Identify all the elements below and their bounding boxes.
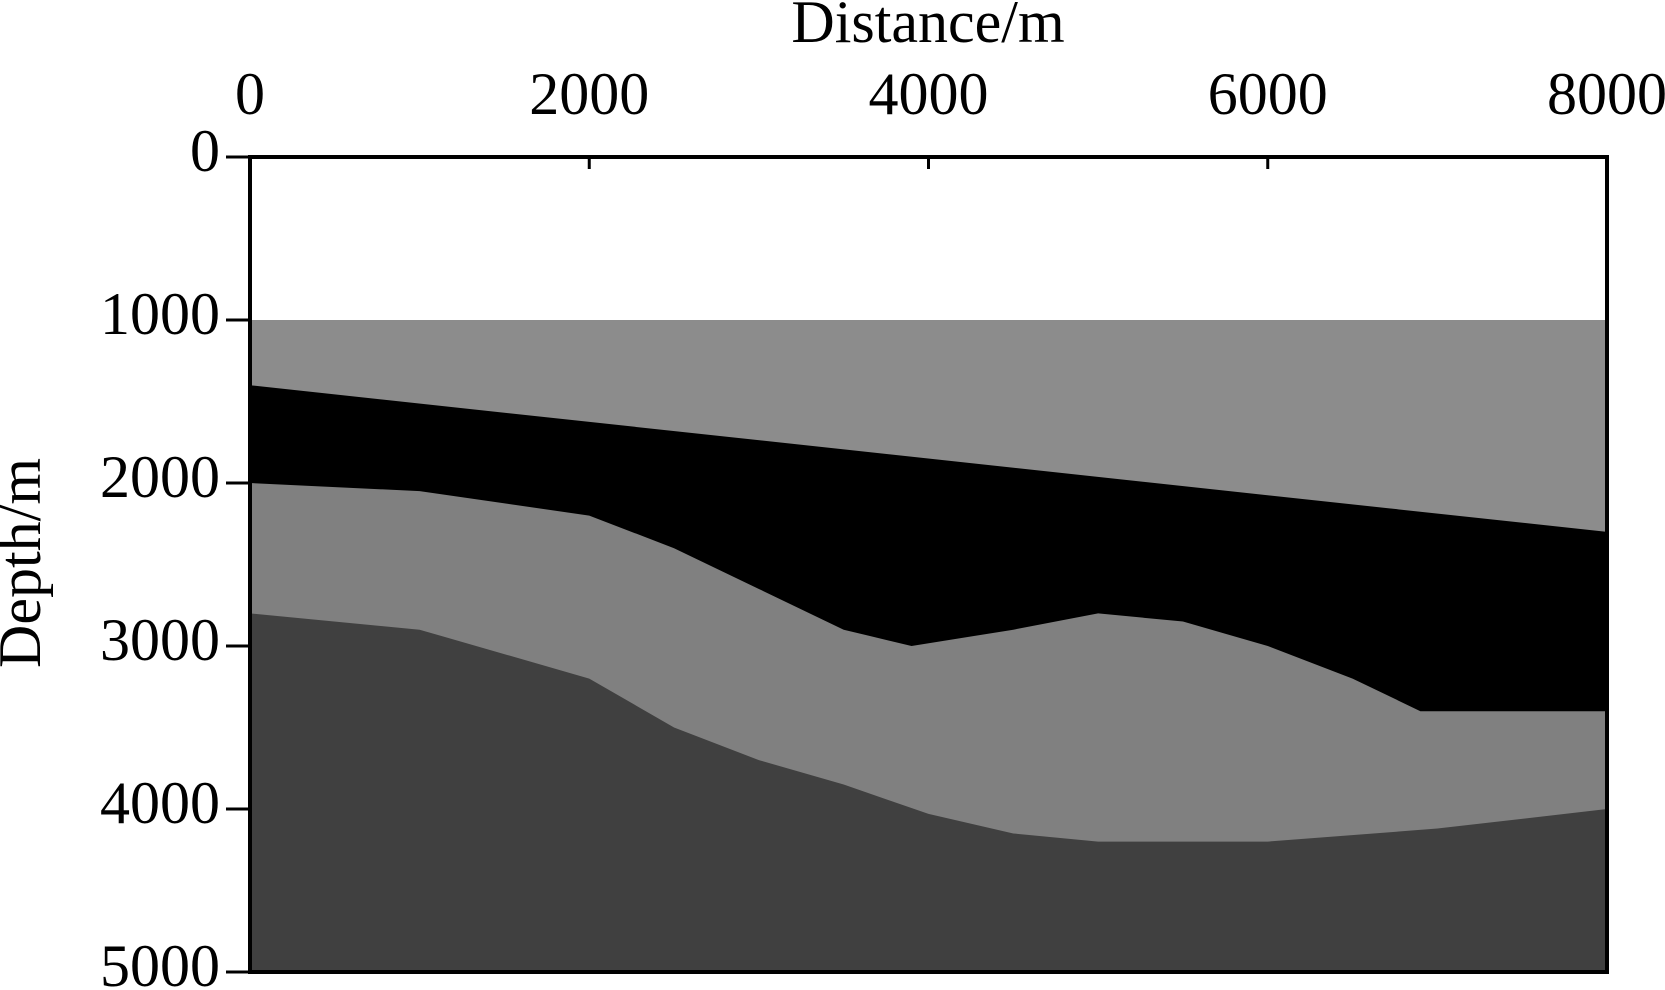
y-tick-label: 4000: [100, 770, 220, 836]
y-tick-label: 5000: [100, 933, 220, 990]
y-tick-label: 1000: [100, 281, 220, 347]
y-tick-label: 3000: [100, 607, 220, 673]
y-tick-label: 2000: [100, 444, 220, 510]
x-tick-label: 8000: [1547, 61, 1665, 127]
x-tick-label: 6000: [1208, 61, 1328, 127]
y-axis-label: Depth/m: [0, 458, 53, 668]
layer-area: [250, 613, 1607, 972]
x-tick-label: 4000: [869, 61, 989, 127]
x-tick-label: 2000: [529, 61, 649, 127]
x-axis-label: Distance/m: [791, 0, 1064, 55]
x-tick-label: 0: [235, 61, 265, 127]
y-tick-label: 0: [190, 118, 220, 184]
